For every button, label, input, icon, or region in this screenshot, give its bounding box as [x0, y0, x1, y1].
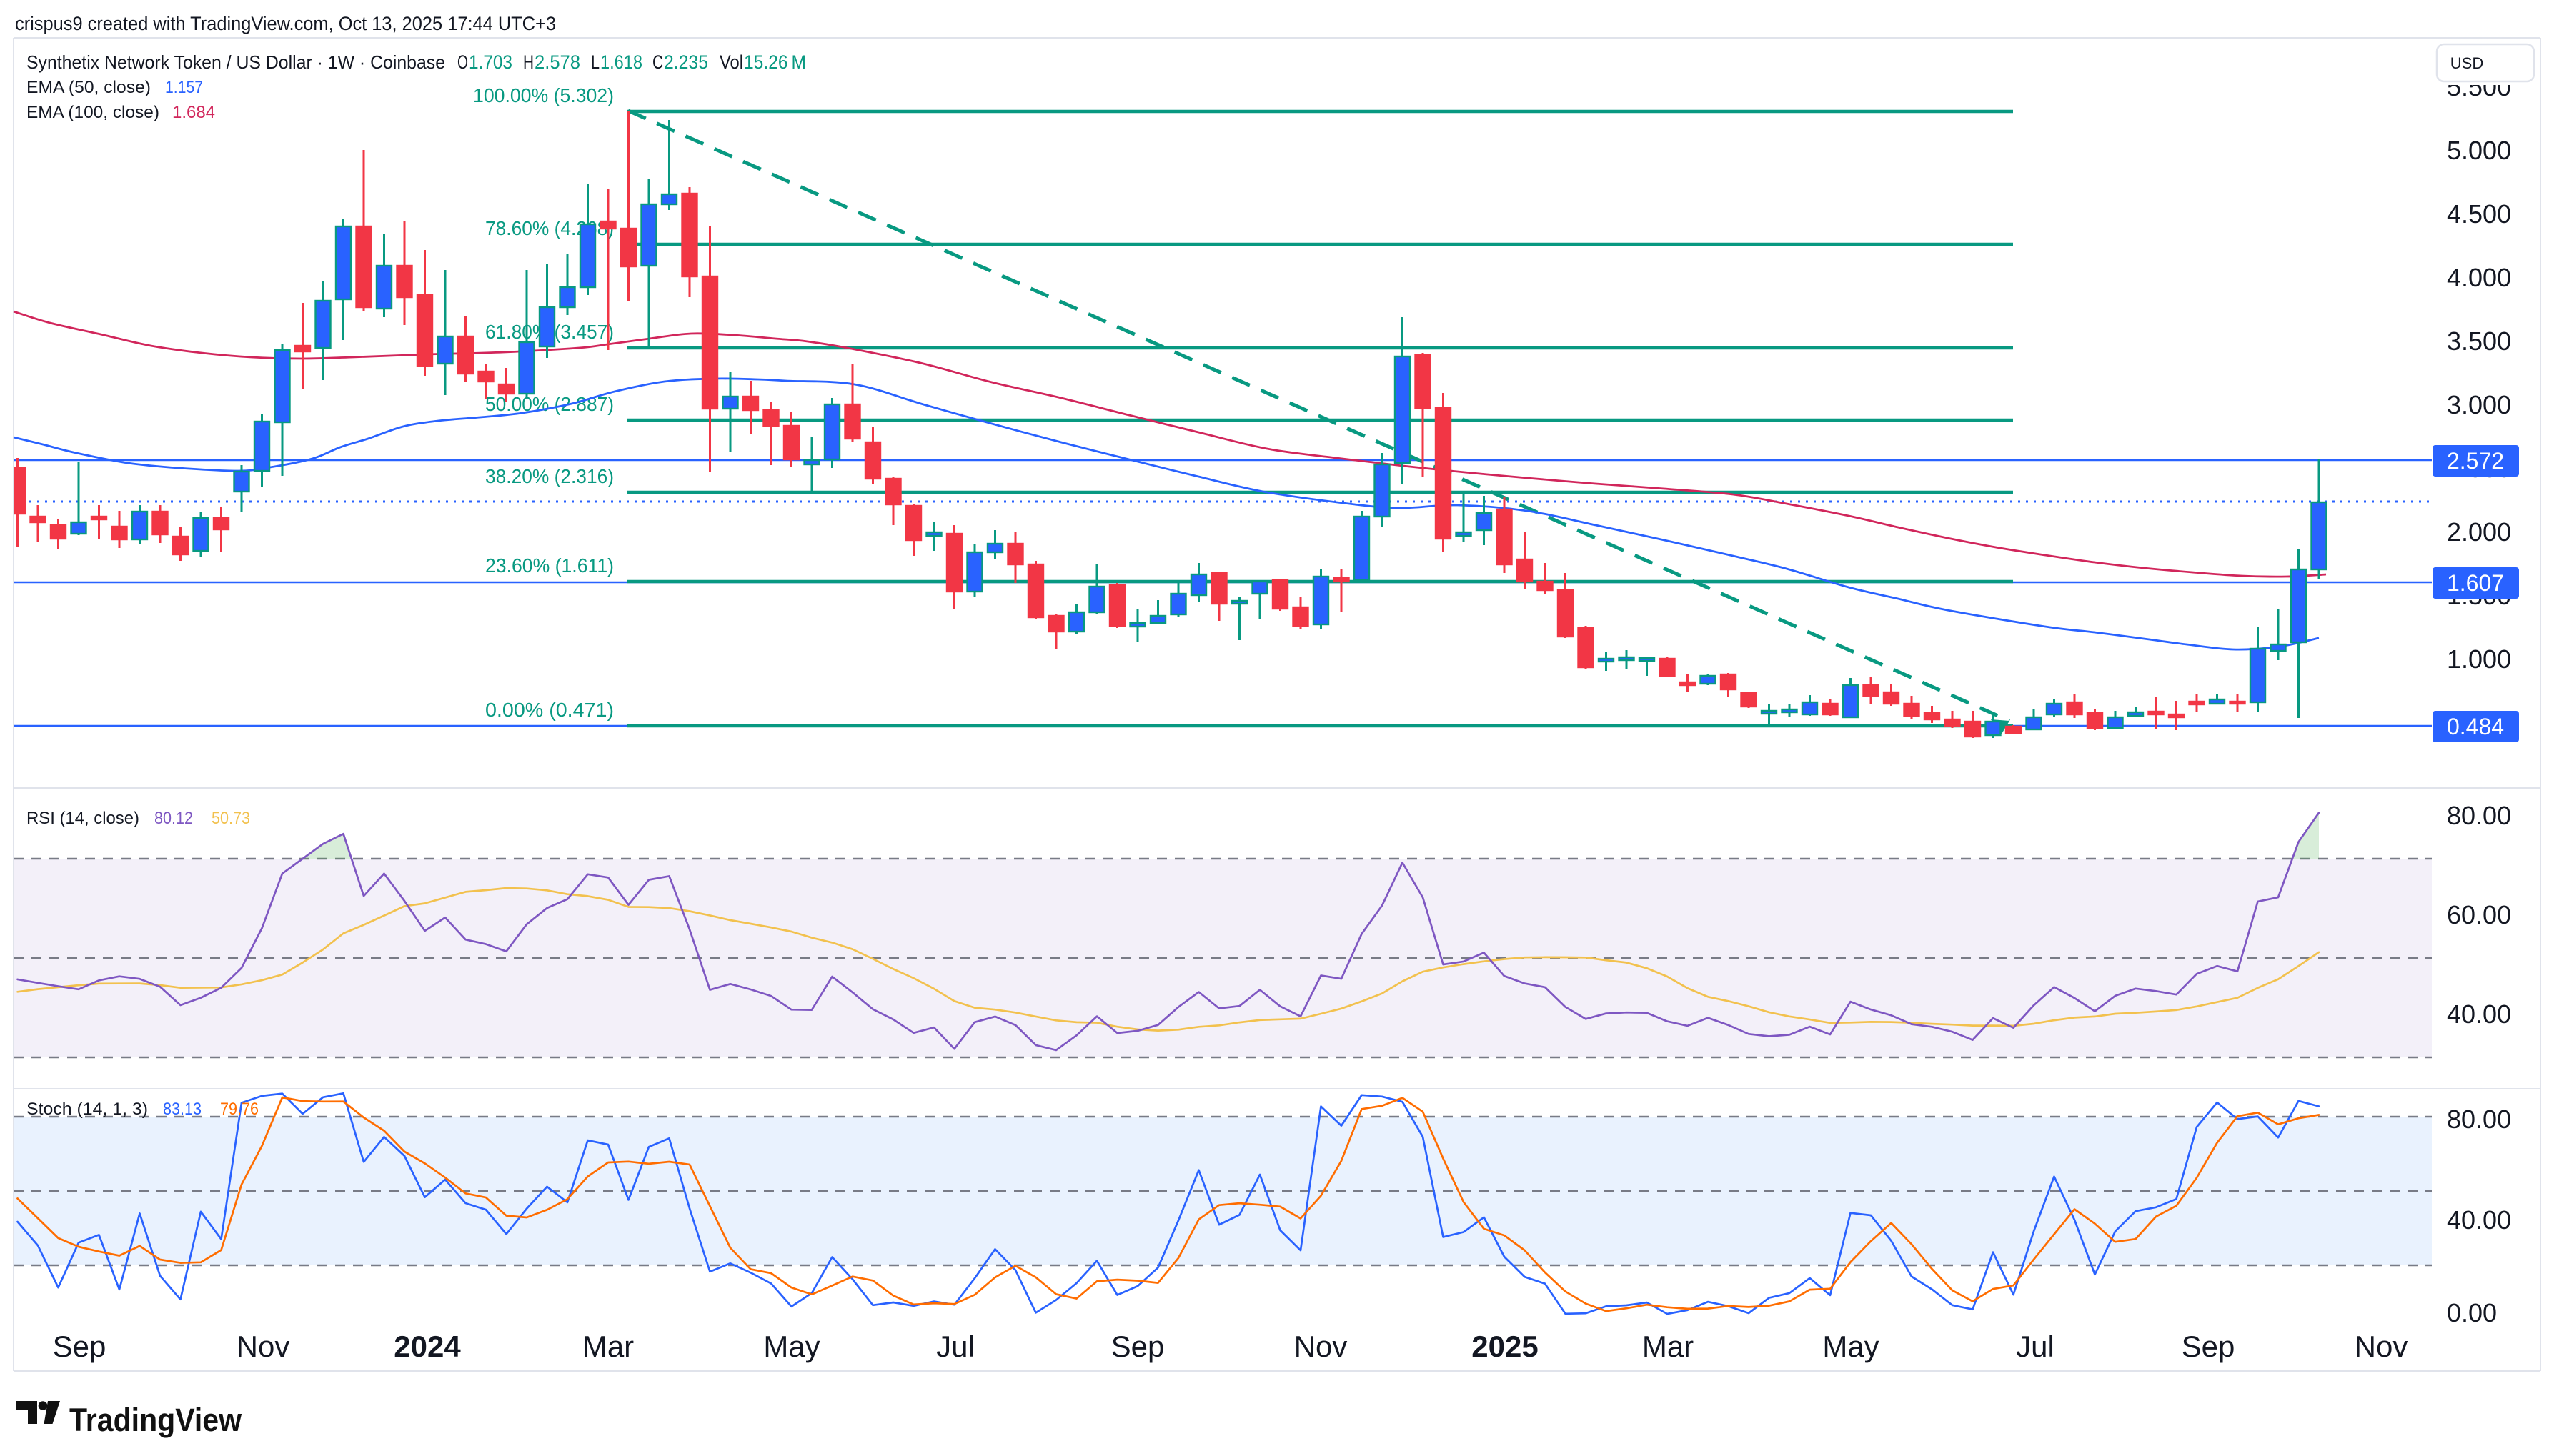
svg-text:1.607: 1.607	[2447, 570, 2504, 596]
svg-text:O: O	[457, 51, 468, 73]
svg-text:Vol: Vol	[720, 51, 743, 73]
svg-text:60.00: 60.00	[2447, 900, 2511, 929]
svg-text:3.000: 3.000	[2447, 390, 2511, 419]
svg-text:1.157: 1.157	[165, 78, 203, 97]
svg-text:38.20% (2.316): 38.20% (2.316)	[485, 465, 614, 487]
svg-text:C: C	[652, 51, 663, 73]
svg-text:2.572: 2.572	[2447, 448, 2504, 474]
svg-text:USD: USD	[2450, 54, 2483, 72]
svg-text:crispus9 created with TradingV: crispus9 created with TradingView.com, O…	[15, 13, 556, 34]
svg-text:Sep: Sep	[53, 1330, 106, 1363]
svg-text:80.00: 80.00	[2447, 801, 2511, 830]
svg-text:0.00% (0.471): 0.00% (0.471)	[485, 699, 614, 721]
svg-text:2.578: 2.578	[535, 51, 580, 73]
svg-text:Mar: Mar	[1642, 1330, 1694, 1363]
svg-text:2.000: 2.000	[2447, 517, 2511, 547]
svg-text:4.000: 4.000	[2447, 263, 2511, 292]
svg-text:0.484: 0.484	[2447, 714, 2504, 739]
svg-text:Synthetix Network Token / US D: Synthetix Network Token / US Dollar · 1W…	[26, 51, 445, 73]
svg-text:0.00: 0.00	[2447, 1298, 2497, 1327]
svg-text:Nov: Nov	[2355, 1330, 2408, 1363]
svg-text:Mar: Mar	[582, 1330, 634, 1363]
svg-text:1.618: 1.618	[600, 51, 642, 73]
svg-text:H: H	[523, 51, 534, 73]
svg-text:2025: 2025	[1471, 1330, 1538, 1363]
svg-text:100.00% (5.302): 100.00% (5.302)	[473, 84, 614, 106]
svg-text:1.000: 1.000	[2447, 644, 2511, 674]
svg-text:15.26 M: 15.26 M	[744, 51, 806, 73]
svg-text:RSI (14, close): RSI (14, close)	[26, 809, 139, 828]
svg-text:EMA (100, close): EMA (100, close)	[26, 103, 159, 122]
svg-text:40.00: 40.00	[2447, 1205, 2511, 1235]
svg-text:80.12: 80.12	[154, 809, 193, 828]
svg-text:Sep: Sep	[2182, 1330, 2235, 1363]
svg-text:Jul: Jul	[2016, 1330, 2054, 1363]
svg-text:Jul: Jul	[936, 1330, 975, 1363]
svg-text:Sep: Sep	[1111, 1330, 1165, 1363]
svg-text:Nov: Nov	[237, 1330, 290, 1363]
svg-text:83.13: 83.13	[163, 1100, 202, 1119]
svg-text:79.76: 79.76	[220, 1100, 259, 1119]
svg-text:1.684: 1.684	[172, 103, 215, 122]
svg-text:2.235: 2.235	[664, 51, 708, 73]
svg-text:1.703: 1.703	[469, 51, 512, 73]
svg-text:L: L	[591, 51, 600, 73]
svg-text:80.00: 80.00	[2447, 1105, 2511, 1134]
svg-text:40.00: 40.00	[2447, 999, 2511, 1029]
svg-text:Stoch (14, 1, 3): Stoch (14, 1, 3)	[26, 1100, 148, 1119]
svg-text:23.60% (1.611): 23.60% (1.611)	[485, 554, 614, 577]
svg-text:2024: 2024	[394, 1330, 461, 1363]
svg-text:50.73: 50.73	[212, 809, 250, 828]
svg-text:May: May	[763, 1330, 820, 1363]
svg-text:TradingView: TradingView	[69, 1402, 242, 1438]
svg-text:4.500: 4.500	[2447, 199, 2511, 229]
svg-text:3.500: 3.500	[2447, 326, 2511, 356]
svg-text:EMA (50, close): EMA (50, close)	[26, 78, 151, 97]
svg-text:May: May	[1822, 1330, 1879, 1363]
svg-text:5.000: 5.000	[2447, 136, 2511, 165]
svg-text:Nov: Nov	[1294, 1330, 1348, 1363]
